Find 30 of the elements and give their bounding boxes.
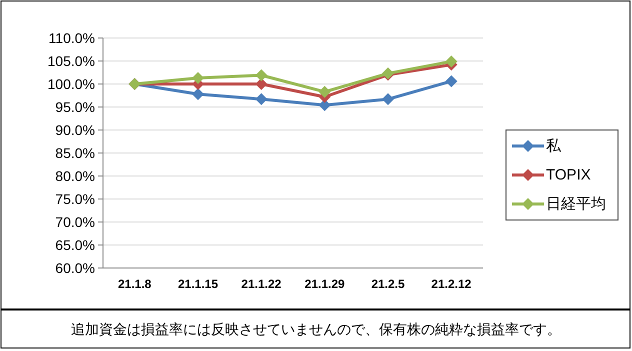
y-tick-label: 85.0% <box>55 145 95 161</box>
point <box>445 55 458 68</box>
point <box>318 86 331 98</box>
legend-label: TOPIX <box>546 166 591 184</box>
y-tick-label: 100.0% <box>48 76 95 92</box>
text: 追加資金は損益率には反映させていませんので、保有株の純粋な損益率です。 <box>71 321 561 337</box>
point <box>255 78 268 90</box>
y-tick-label: 60.0% <box>55 260 95 276</box>
x-tick-label: 21.1.29 <box>304 277 346 291</box>
x-tick-label: 21.2.5 <box>371 277 405 291</box>
point <box>445 75 458 88</box>
y-tick-label: 90.0% <box>55 122 95 138</box>
point <box>192 88 204 100</box>
y-tick-label: 70.0% <box>55 214 95 230</box>
legend-label: 私 <box>546 138 562 154</box>
y-tick-label: 65.0% <box>55 237 95 253</box>
x-tick-label: 21.1.22 <box>241 277 282 291</box>
x-tick-label: 21.1.15 <box>178 277 218 291</box>
y-tick-label: 110.0% <box>48 30 95 46</box>
point <box>192 72 204 84</box>
y-tick-label: 80.0% <box>55 168 95 184</box>
x-tick-label: 21.2.12 <box>431 277 472 291</box>
y-tick-label: 105.0% <box>48 53 95 69</box>
point <box>255 69 268 82</box>
point <box>255 93 268 106</box>
y-tick-label: 95.0% <box>55 99 95 115</box>
legend-label: 日経平均 <box>546 196 606 212</box>
point <box>382 93 394 106</box>
y-tick-label: 75.0% <box>55 191 95 207</box>
x-tick-label: 21.1.8 <box>118 277 152 291</box>
